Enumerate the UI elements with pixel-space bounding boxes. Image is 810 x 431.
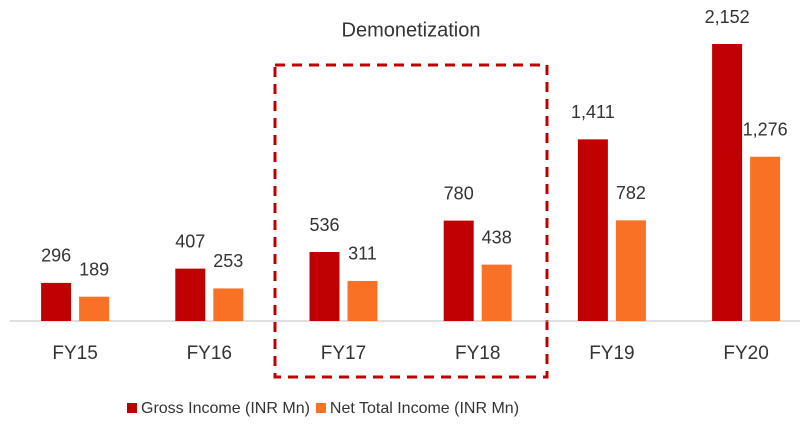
- bar: [79, 296, 110, 321]
- value-label: 1,411: [571, 102, 615, 122]
- value-label: 782: [616, 183, 646, 203]
- x-tick-label: FY15: [52, 343, 97, 364]
- x-tick-label: FY20: [723, 343, 768, 364]
- legend-label: Gross Income (INR Mn): [141, 400, 310, 417]
- bar: [481, 264, 512, 321]
- value-label: 253: [213, 251, 243, 271]
- legend-swatch: [127, 403, 137, 413]
- bar: [712, 44, 743, 321]
- value-label: 438: [482, 227, 512, 247]
- value-label: 780: [444, 183, 474, 203]
- bar: [750, 156, 781, 321]
- value-label: 189: [79, 259, 109, 279]
- x-tick-label: FY19: [589, 343, 634, 364]
- value-label: 311: [348, 244, 377, 264]
- x-tick-label: FY18: [455, 343, 500, 364]
- bar: [41, 282, 72, 321]
- bar: [577, 139, 608, 321]
- value-label: 296: [41, 246, 71, 266]
- value-label: 407: [175, 231, 205, 251]
- value-label: 2,152: [705, 7, 750, 27]
- highlight-box: [273, 63, 549, 379]
- bar: [347, 280, 378, 321]
- bar: [175, 268, 206, 321]
- value-label: 536: [309, 215, 339, 235]
- bar: [615, 220, 646, 321]
- legend-label: Net Total Income (INR Mn): [330, 400, 519, 417]
- annotation: Demonetization: [342, 19, 481, 41]
- x-tick-label: FY17: [321, 343, 366, 364]
- bar: [213, 288, 244, 321]
- bar: [443, 220, 474, 321]
- value-label: 1,276: [743, 120, 788, 140]
- bar: [309, 252, 340, 321]
- x-tick-label: FY16: [187, 343, 232, 364]
- legend-swatch: [315, 403, 326, 413]
